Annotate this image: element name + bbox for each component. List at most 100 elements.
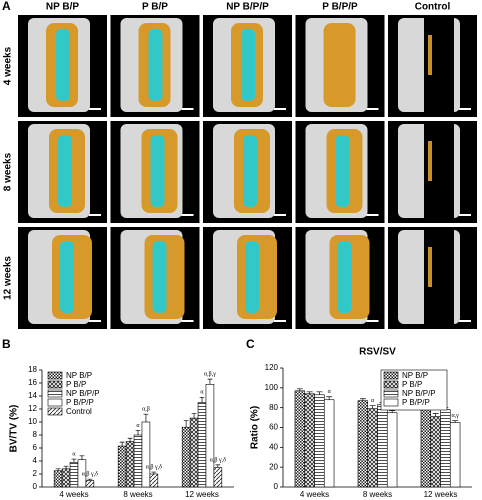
x-tick-label: 4 weeks xyxy=(300,490,329,499)
new-bone xyxy=(428,35,432,75)
panel-label: A xyxy=(2,0,11,13)
bar xyxy=(420,407,432,488)
x-tick-label: 12 weeks xyxy=(185,490,219,499)
bar xyxy=(149,473,159,488)
y-tick-label: 20 xyxy=(269,462,278,471)
row-label: 12 weeks xyxy=(3,256,14,300)
bar xyxy=(294,390,306,488)
legend-swatch xyxy=(47,398,63,407)
legend-label: NP B/P xyxy=(402,371,428,380)
y-tick-label: 18 xyxy=(28,365,37,374)
y-tick-label: 40 xyxy=(269,442,278,451)
scaffold xyxy=(56,29,70,101)
scaffold xyxy=(148,29,163,101)
legend-label: NP B/P/P xyxy=(66,389,100,398)
bar xyxy=(53,470,63,488)
legend-label: NP B/P xyxy=(66,371,92,380)
bar xyxy=(141,421,151,488)
legend-swatch xyxy=(47,389,63,398)
error-bar xyxy=(127,437,133,442)
chart-title: RSV/SV xyxy=(359,347,396,358)
significance-label: α,β γ,δ xyxy=(82,472,98,478)
error-bar xyxy=(79,455,85,460)
new-bone xyxy=(323,23,356,107)
legend-label: P B/P xyxy=(66,380,86,389)
scaffold xyxy=(337,241,352,313)
bar xyxy=(125,441,135,488)
bar xyxy=(440,409,451,488)
significance-label: α,β,γ xyxy=(204,371,216,377)
bar xyxy=(304,393,315,488)
significance-label: α,β γ,δ xyxy=(210,457,226,463)
scaffold xyxy=(58,135,72,207)
x-tick-label: 12 weeks xyxy=(424,490,458,499)
error-bar xyxy=(296,388,303,391)
bar xyxy=(430,416,441,488)
y-tick-label: 80 xyxy=(269,403,278,412)
bar xyxy=(197,402,207,488)
bar xyxy=(69,461,79,488)
y-axis-label: Ratio (%) xyxy=(250,406,261,449)
error-bar xyxy=(389,410,396,413)
column-header: NP B/P/P xyxy=(226,2,269,13)
bar xyxy=(117,445,127,488)
scaffold xyxy=(241,29,255,101)
legend-label: P B/P/P xyxy=(66,398,94,407)
bar xyxy=(367,408,378,488)
column-header: Control xyxy=(415,2,451,13)
bar xyxy=(449,422,461,488)
error-bar xyxy=(359,398,366,401)
error-bar xyxy=(183,420,189,428)
row-label: 8 weeks xyxy=(3,152,14,191)
error-bar xyxy=(191,413,197,419)
y-tick-label: 4 xyxy=(33,456,38,465)
significance-label: α,β xyxy=(142,407,150,413)
legend-label: NP B/P/P xyxy=(402,389,436,398)
bar xyxy=(85,480,95,488)
scaffold xyxy=(60,241,74,313)
y-tick-label: 10 xyxy=(28,417,37,426)
scaffold xyxy=(152,241,167,313)
y-tick-label: 14 xyxy=(28,391,37,400)
y-tick-label: 120 xyxy=(265,363,279,372)
bar xyxy=(357,400,369,488)
bar xyxy=(377,404,388,488)
error-bar xyxy=(135,430,141,435)
legend-label: P B/P xyxy=(402,380,422,389)
error-bar xyxy=(432,413,439,417)
scaffold xyxy=(245,241,259,313)
error-bar xyxy=(326,396,333,400)
bar xyxy=(205,383,215,488)
column-header: NP B/P xyxy=(46,2,79,13)
y-tick-label: 8 xyxy=(33,430,38,439)
y-tick-label: 60 xyxy=(269,423,278,432)
bar xyxy=(213,467,223,488)
x-tick-label: 8 weeks xyxy=(363,490,392,499)
error-bar xyxy=(369,405,376,409)
significance-label: α xyxy=(136,423,140,429)
new-bone xyxy=(428,247,432,287)
significance-label: α,β γ,δ xyxy=(146,464,162,470)
bar xyxy=(133,434,143,488)
y-tick-label: 0 xyxy=(274,482,279,491)
column-header: P B/P xyxy=(142,2,168,13)
y-tick-label: 100 xyxy=(265,383,279,392)
x-tick-label: 8 weeks xyxy=(123,490,152,499)
bar xyxy=(181,426,191,488)
legend-label: Control xyxy=(66,407,92,416)
error-bar xyxy=(199,396,205,403)
error-bar xyxy=(207,378,213,385)
significance-label: α xyxy=(72,451,76,457)
error-bar xyxy=(55,468,61,471)
scaffold xyxy=(335,135,350,207)
legend-swatch xyxy=(383,389,399,398)
legend-swatch xyxy=(47,380,63,389)
significance-label: α xyxy=(200,390,204,396)
error-bar xyxy=(119,441,125,447)
y-tick-label: 0 xyxy=(33,482,38,491)
y-axis-label: BV/TV (%) xyxy=(9,405,20,453)
bar xyxy=(386,412,398,488)
legend-swatch xyxy=(383,398,399,407)
bar xyxy=(61,468,71,488)
